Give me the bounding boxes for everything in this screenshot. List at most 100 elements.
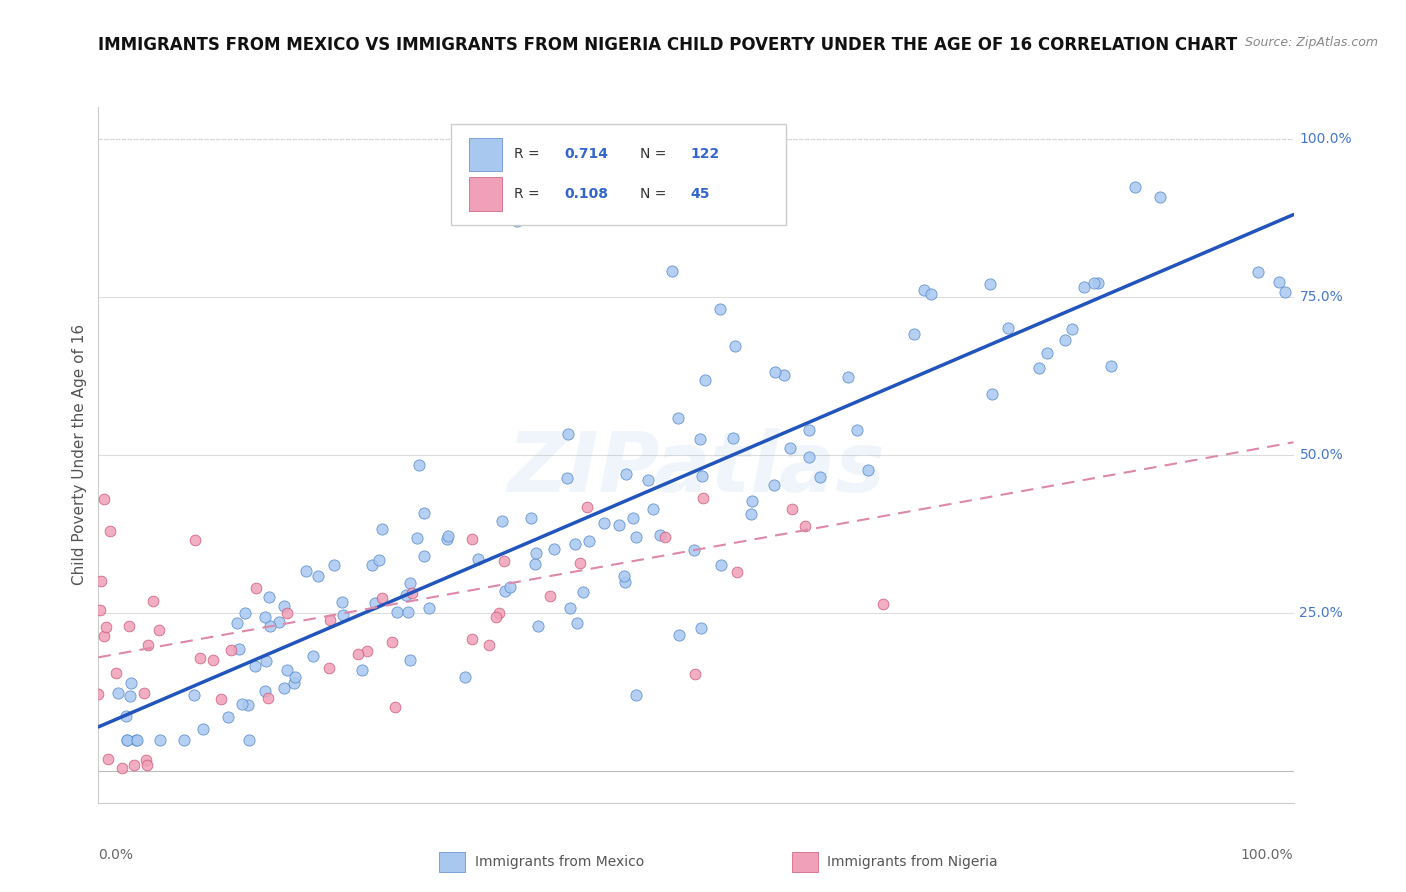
Point bbox=[558, 601, 581, 615]
Point bbox=[920, 287, 942, 301]
Point bbox=[498, 580, 520, 594]
Point bbox=[654, 530, 676, 544]
Point bbox=[526, 546, 548, 560]
Point bbox=[454, 670, 477, 684]
Point bbox=[903, 326, 925, 341]
Bar bbox=[470, 137, 502, 171]
Point bbox=[461, 632, 484, 647]
Point bbox=[356, 644, 378, 658]
Point bbox=[149, 732, 172, 747]
Point bbox=[1054, 333, 1077, 347]
Point bbox=[236, 698, 259, 712]
Point bbox=[396, 606, 419, 620]
Text: 50.0%: 50.0% bbox=[1299, 448, 1343, 462]
Point bbox=[231, 697, 253, 711]
Point bbox=[276, 606, 298, 620]
Text: N =: N = bbox=[640, 147, 671, 161]
Point bbox=[318, 660, 340, 674]
Point bbox=[267, 615, 290, 629]
Text: R =: R = bbox=[515, 147, 544, 161]
Text: Immigrants from Nigeria: Immigrants from Nigeria bbox=[827, 855, 998, 869]
Point bbox=[683, 543, 706, 558]
Text: N =: N = bbox=[640, 187, 671, 201]
Point bbox=[233, 606, 256, 620]
Point bbox=[360, 558, 382, 572]
Point bbox=[90, 574, 112, 588]
Point bbox=[89, 602, 111, 616]
Point bbox=[307, 569, 329, 583]
Point bbox=[661, 264, 683, 278]
Point bbox=[276, 663, 298, 677]
Y-axis label: Child Poverty Under the Age of 16: Child Poverty Under the Age of 16 bbox=[72, 325, 87, 585]
Point bbox=[613, 568, 636, 582]
Point bbox=[254, 654, 277, 668]
Point bbox=[1073, 279, 1095, 293]
Point bbox=[592, 516, 614, 531]
Point bbox=[332, 608, 354, 623]
Point bbox=[323, 558, 346, 572]
Point bbox=[395, 588, 418, 602]
Point bbox=[332, 595, 354, 609]
Point bbox=[1083, 276, 1105, 290]
Point bbox=[245, 581, 267, 595]
Text: 45: 45 bbox=[690, 187, 710, 201]
Point bbox=[105, 666, 128, 681]
Point bbox=[641, 502, 664, 516]
Point bbox=[254, 609, 277, 624]
Point bbox=[1036, 345, 1059, 359]
Point bbox=[243, 659, 266, 673]
Point bbox=[284, 670, 307, 684]
Point bbox=[856, 463, 879, 477]
Point bbox=[94, 620, 117, 634]
Text: 122: 122 bbox=[690, 147, 720, 161]
Point bbox=[413, 506, 436, 520]
Point bbox=[725, 566, 748, 580]
Point bbox=[408, 458, 430, 472]
Point bbox=[1149, 190, 1171, 204]
Point bbox=[384, 700, 406, 714]
Point bbox=[405, 532, 427, 546]
Point bbox=[173, 732, 195, 747]
Point bbox=[557, 427, 579, 442]
Point bbox=[87, 687, 110, 701]
Point bbox=[371, 522, 394, 536]
Point bbox=[183, 689, 205, 703]
Point bbox=[797, 423, 820, 437]
Point bbox=[461, 532, 484, 546]
Point bbox=[115, 732, 138, 747]
Point bbox=[413, 549, 436, 563]
Point bbox=[724, 339, 747, 353]
Point bbox=[666, 410, 689, 425]
Point bbox=[808, 470, 831, 484]
Point bbox=[124, 757, 146, 772]
Point bbox=[621, 511, 644, 525]
Point bbox=[1028, 361, 1050, 376]
Point bbox=[609, 517, 631, 532]
Point bbox=[387, 606, 409, 620]
Point bbox=[370, 591, 392, 605]
Text: IMMIGRANTS FROM MEXICO VS IMMIGRANTS FROM NIGERIA CHILD POVERTY UNDER THE AGE OF: IMMIGRANTS FROM MEXICO VS IMMIGRANTS FRO… bbox=[98, 36, 1237, 54]
Point bbox=[1247, 265, 1270, 279]
Point bbox=[135, 757, 157, 772]
Point bbox=[201, 653, 224, 667]
Point bbox=[107, 686, 129, 700]
Point bbox=[613, 575, 636, 590]
Point bbox=[527, 618, 550, 632]
Bar bbox=[470, 178, 502, 211]
Text: Source: ZipAtlas.com: Source: ZipAtlas.com bbox=[1244, 36, 1378, 49]
Point bbox=[283, 676, 305, 690]
Point bbox=[576, 500, 599, 515]
Text: 100.0%: 100.0% bbox=[1241, 848, 1294, 862]
Point bbox=[118, 619, 141, 633]
Point bbox=[740, 508, 762, 522]
Text: 75.0%: 75.0% bbox=[1299, 290, 1343, 304]
Point bbox=[710, 558, 733, 572]
Bar bbox=[439, 852, 465, 872]
Point bbox=[637, 473, 659, 487]
Point bbox=[259, 619, 281, 633]
Point bbox=[148, 623, 170, 637]
Point bbox=[219, 643, 242, 657]
Point bbox=[1062, 321, 1084, 335]
Point bbox=[723, 431, 745, 445]
Text: 25.0%: 25.0% bbox=[1299, 606, 1343, 620]
